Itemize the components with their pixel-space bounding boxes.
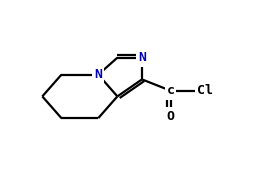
Text: O: O: [167, 110, 175, 123]
Text: Cl: Cl: [197, 84, 213, 97]
Text: N: N: [94, 67, 103, 82]
Text: N: N: [138, 51, 146, 64]
Text: Cl: Cl: [196, 83, 213, 98]
Text: O: O: [166, 109, 175, 124]
Text: c: c: [166, 83, 175, 98]
Text: N: N: [138, 50, 146, 65]
Text: c: c: [167, 84, 175, 97]
Text: N: N: [94, 68, 102, 81]
